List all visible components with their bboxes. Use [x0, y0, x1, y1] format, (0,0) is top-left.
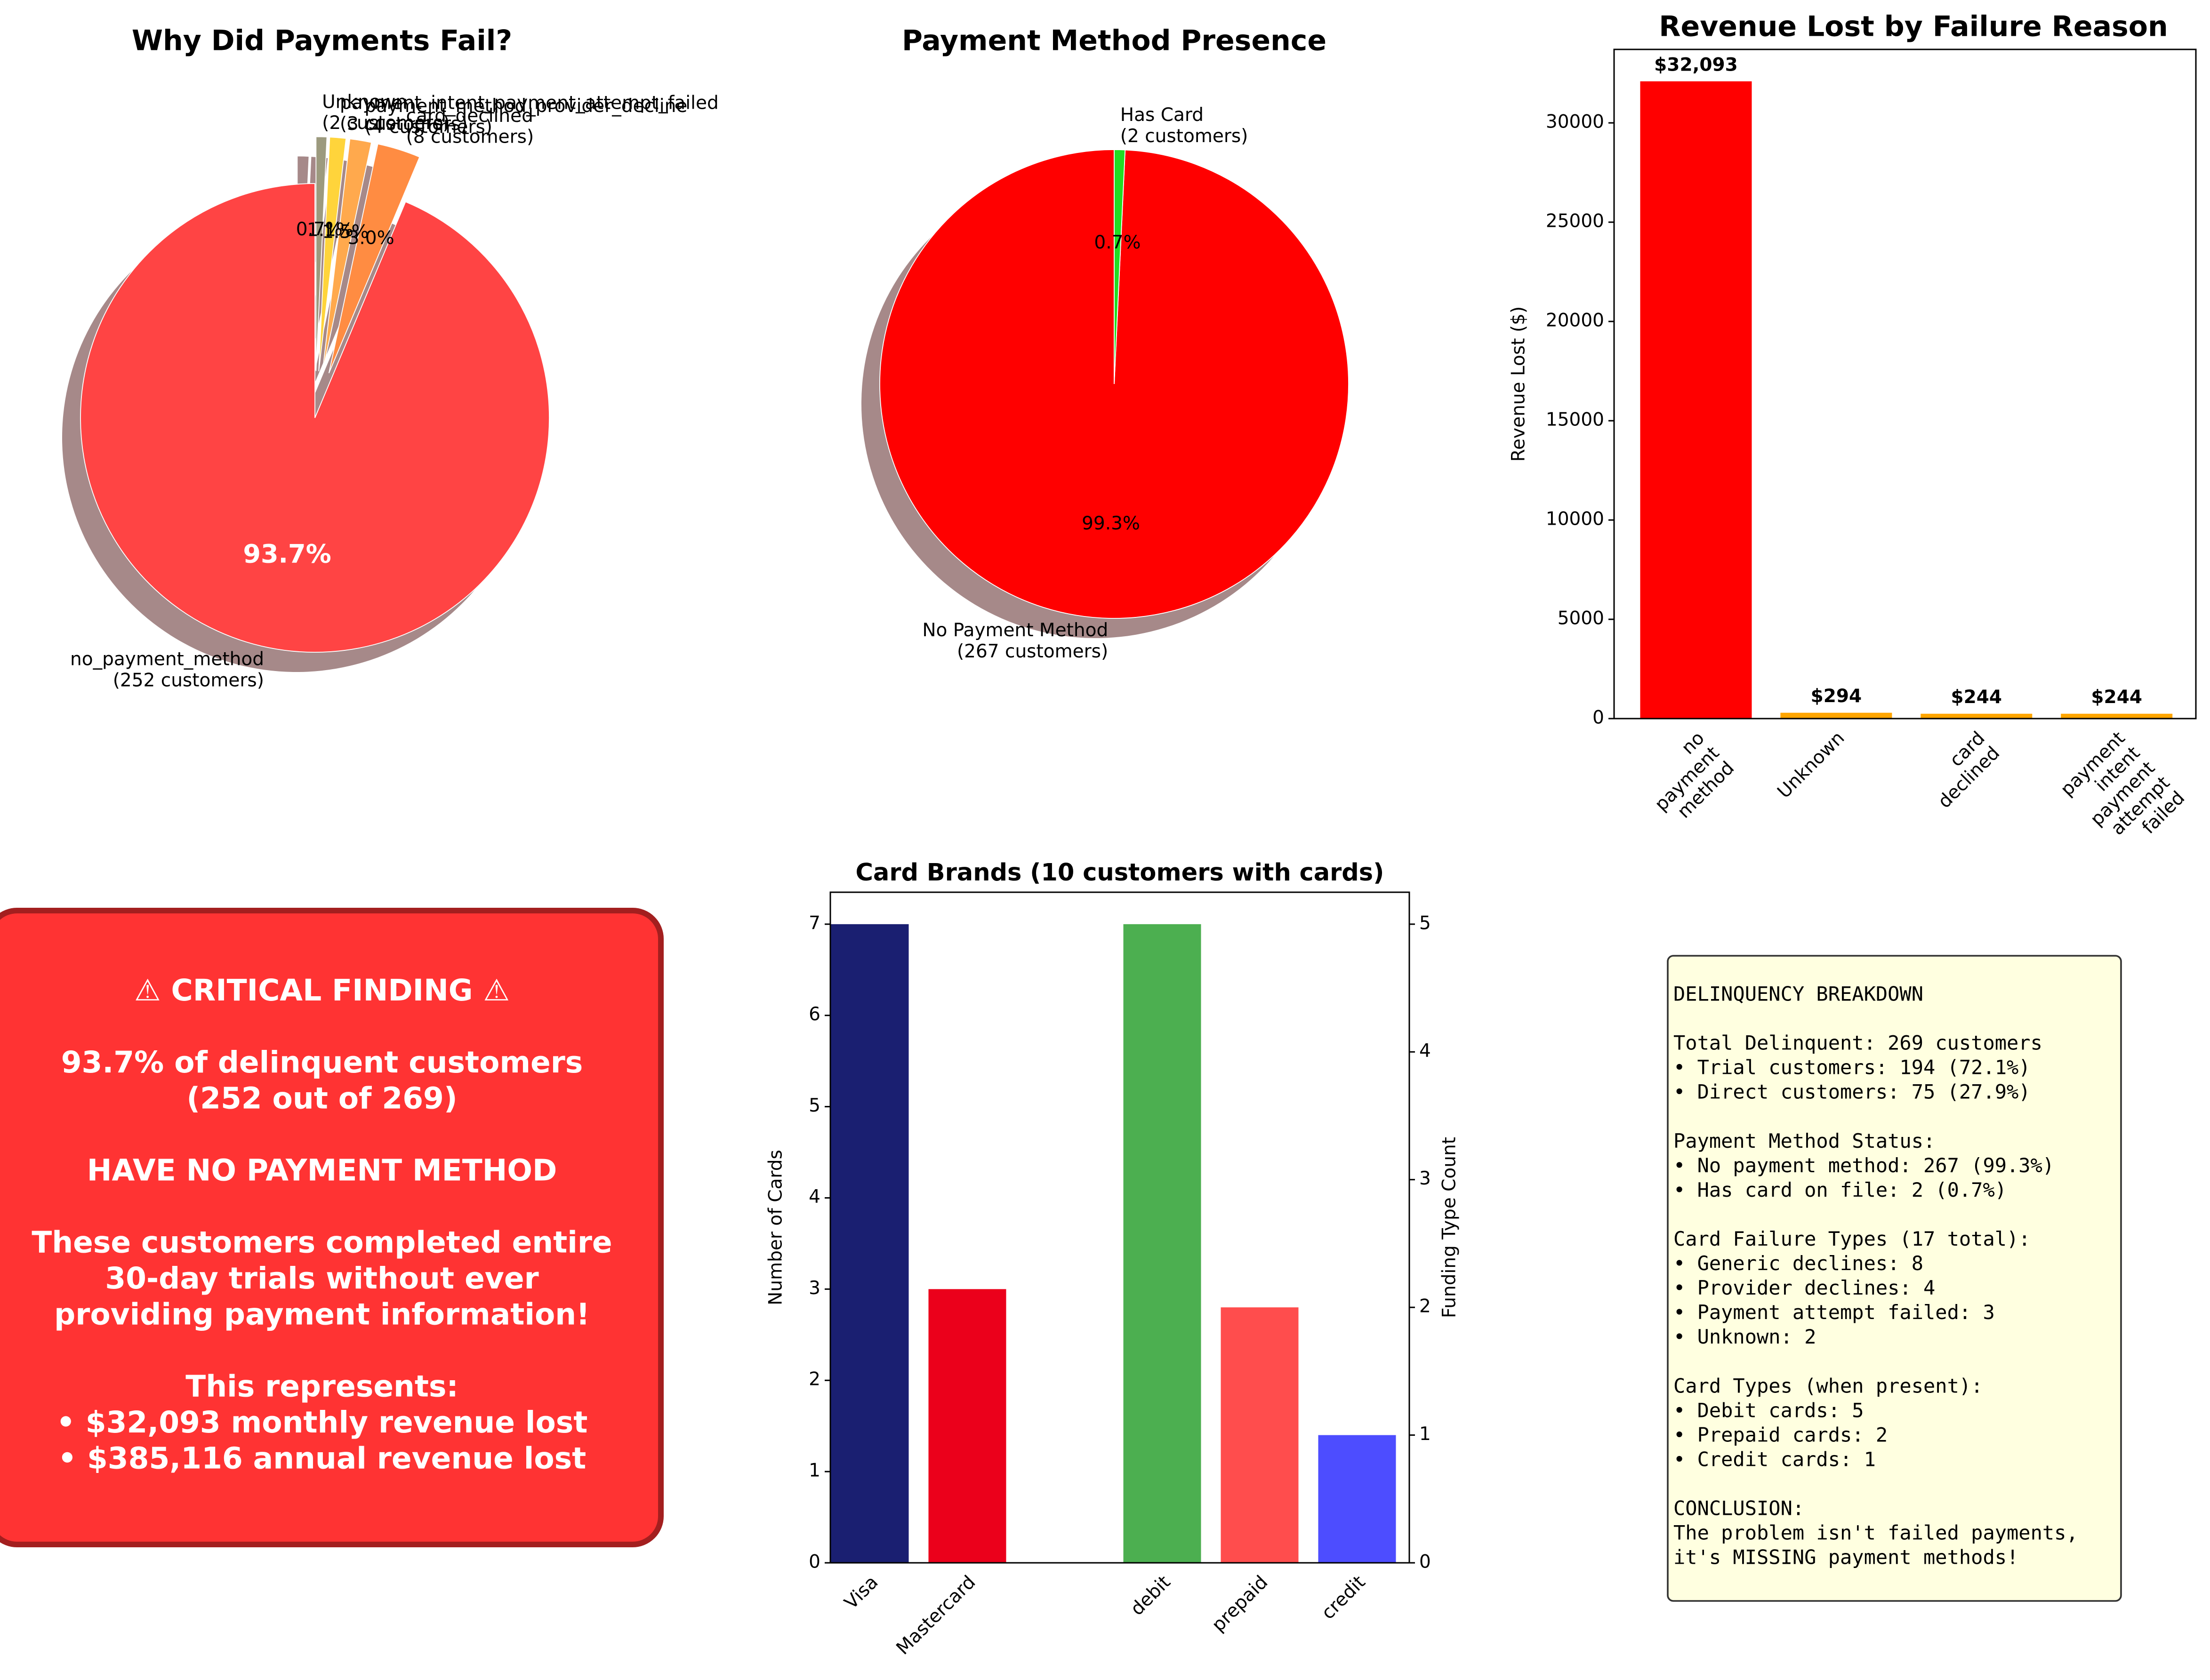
breakdown-text: • Trial customers: 194 (72.1%)	[1673, 1056, 2031, 1079]
pct-label: 1.5%	[322, 221, 369, 242]
bar	[1780, 712, 1892, 719]
pct-label: 0.7%	[1094, 232, 1141, 253]
critical-text: These customers completed entire	[32, 1225, 612, 1260]
pct-label: 1.1%	[307, 219, 354, 240]
breakdown-text: • Generic declines: 8	[1673, 1252, 1923, 1275]
breakdown-text: Payment Method Status:	[1673, 1129, 1935, 1152]
y-tick-label: 20000	[1546, 310, 1604, 331]
breakdown-text: • Prepaid cards: 2	[1673, 1423, 1888, 1446]
chart-title: Why Did Payments Fail?	[132, 24, 512, 57]
bar	[1221, 1307, 1299, 1563]
chart-title: Payment Method Presence	[902, 24, 1326, 57]
breakdown-box	[1667, 955, 2122, 1602]
pie-wedge	[1114, 149, 1126, 384]
value-label: $244	[1951, 687, 2002, 708]
breakdown-text: DELINQUENCY BREAKDOWN	[1673, 983, 1923, 1006]
bar	[928, 1289, 1006, 1563]
y-tick-label: 1	[809, 1460, 820, 1481]
axes-frame	[1613, 48, 2197, 720]
breakdown-text: • No payment method: 267 (99.3%)	[1673, 1154, 2054, 1177]
y-tick-label: 15000	[1546, 409, 1604, 431]
bar	[1123, 924, 1201, 1563]
slice-label: No Payment Method (267 customers)	[922, 620, 1108, 662]
breakdown-text: Card Failure Types (17 total):	[1673, 1227, 2031, 1250]
y-tick-label: 5	[809, 1095, 820, 1116]
y-axis-label: Number of Cards	[765, 1150, 787, 1305]
breakdown-text: CONCLUSION:	[1673, 1497, 1804, 1520]
y-tick-label: 5000	[1558, 608, 1604, 629]
y-tick-label: 25000	[1546, 211, 1604, 232]
breakdown-text: • Unknown: 2	[1673, 1325, 1816, 1348]
pct-label: 0.7%	[296, 219, 343, 240]
bar	[2061, 713, 2173, 719]
slice-label: card_declined (8 customers)	[406, 105, 534, 147]
y-tick-label: 7	[809, 912, 820, 934]
y2-axis-label: Funding Type Count	[1439, 1137, 1460, 1318]
pie-wedge	[328, 143, 420, 374]
value-label: $32,093	[1654, 54, 1738, 75]
pct-label: 3.0%	[348, 227, 394, 248]
critical-text: 30-day trials without ever	[105, 1261, 538, 1296]
critical-box	[0, 908, 664, 1547]
breakdown-text: • Has card on file: 2 (0.7%)	[1673, 1178, 2007, 1201]
pie-wedge	[318, 136, 347, 371]
y-tick-label: 2	[809, 1369, 820, 1390]
critical-text: ⚠ CRITICAL FINDING ⚠	[134, 973, 510, 1008]
y-tick-label: 0	[809, 1552, 820, 1573]
slice-label: no_payment_method (252 customers)	[70, 648, 264, 691]
critical-text: This represents:	[185, 1369, 458, 1404]
y2-tick-label: 3	[1419, 1168, 1431, 1189]
chart-title: Revenue Lost by Failure Reason	[1659, 10, 2168, 43]
pct-label: 99.3%	[1082, 513, 1140, 534]
y-axis-label: Revenue Lost ($)	[1508, 306, 1529, 462]
value-label: $294	[1811, 686, 1862, 707]
slice-label: Unknown (2 customers)	[322, 91, 450, 134]
bar	[1318, 1435, 1396, 1563]
breakdown-text: • Provider declines: 4	[1673, 1276, 1935, 1299]
pct-label: 93.7%	[243, 539, 331, 569]
bar	[1640, 81, 1752, 719]
slice-label: payment_intent_payment_attempt_failed (3 …	[340, 92, 719, 135]
slice-label: payment_method_provider_decline (4 custom…	[364, 95, 687, 137]
y2-tick-label: 1	[1419, 1424, 1431, 1445]
breakdown-text: The problem isn't failed payments,	[1673, 1521, 2078, 1544]
breakdown-text: Total Delinquent: 269 customers	[1673, 1032, 2042, 1055]
breakdown-text: • Payment attempt failed: 3	[1673, 1301, 1995, 1324]
breakdown-text: it's MISSING payment methods!	[1673, 1546, 2018, 1569]
y2-tick-label: 4	[1419, 1040, 1431, 1062]
critical-text: • $385,116 annual revenue lost	[58, 1441, 586, 1476]
breakdown-text: • Direct customers: 75 (27.9%)	[1673, 1080, 2031, 1104]
critical-text: 93.7% of delinquent customers	[61, 1045, 583, 1080]
breakdown-text: • Credit cards: 1	[1673, 1448, 1876, 1471]
y-tick-label: 6	[809, 1004, 820, 1025]
y-tick-label: 10000	[1546, 509, 1604, 530]
axes-frame	[829, 891, 1410, 1564]
y-tick-label: 4	[809, 1186, 820, 1208]
chart-title: Card Brands (10 customers with cards)	[856, 859, 1384, 887]
slice-label: Has Card (2 customers)	[1120, 104, 1248, 146]
y-tick-label: 30000	[1546, 112, 1604, 133]
y-tick-label: 0	[1592, 707, 1604, 728]
y-tick-label: 3	[809, 1278, 820, 1299]
y2-tick-label: 5	[1419, 912, 1431, 934]
value-label: $244	[2091, 687, 2142, 708]
critical-text: HAVE NO PAYMENT METHOD	[87, 1153, 557, 1188]
pie-wedge	[315, 136, 328, 371]
pie-wedge	[322, 138, 372, 372]
bar	[831, 924, 909, 1563]
critical-text: (252 out of 269)	[186, 1081, 457, 1116]
critical-text: • $32,093 monthly revenue lost	[56, 1405, 588, 1440]
critical-text: providing payment information!	[54, 1297, 590, 1332]
breakdown-text: • Debit cards: 5	[1673, 1399, 1864, 1422]
y2-tick-label: 0	[1419, 1552, 1431, 1573]
pie-wedge	[80, 183, 550, 653]
bar	[1921, 713, 2033, 719]
y2-tick-label: 2	[1419, 1296, 1431, 1317]
breakdown-text: Card Types (when present):	[1673, 1374, 1983, 1397]
